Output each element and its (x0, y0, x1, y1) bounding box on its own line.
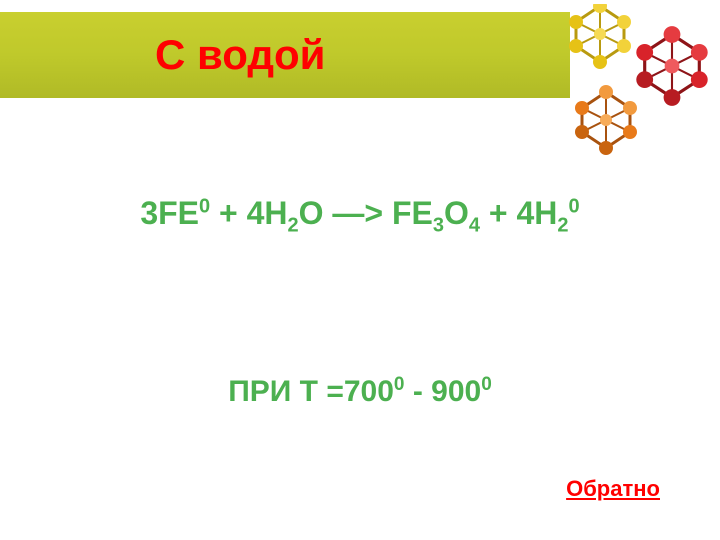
eq-text: + 4H (210, 195, 287, 231)
molecule-icon (554, 4, 714, 164)
eq-sup: 0 (569, 195, 580, 217)
eq-text: 3FE (140, 195, 199, 231)
eq-text: + 4H (480, 195, 557, 231)
eq-sub: 4 (469, 214, 480, 236)
cond-sup: 0 (394, 374, 405, 395)
temperature-condition: ПРИ Т =7000 - 9000 (0, 375, 720, 409)
header-bar: С водой (0, 12, 570, 98)
eq-sub: 2 (288, 214, 299, 236)
cond-text: - 900 (404, 375, 481, 408)
eq-sub: 3 (433, 214, 444, 236)
eq-sub: 2 (557, 214, 568, 236)
eq-text: O —> FE (299, 195, 433, 231)
chemical-equation: 3FE0 + 4H2O —> FE3O4 + 4H20 (0, 195, 720, 232)
cond-sup: 0 (481, 374, 492, 395)
eq-text: O (444, 195, 469, 231)
page-title: С водой (155, 31, 326, 79)
back-link[interactable]: Обратно (566, 476, 660, 502)
cond-text: ПРИ Т =700 (228, 375, 394, 408)
eq-sup: 0 (199, 195, 210, 217)
slide: С водой (0, 0, 720, 540)
